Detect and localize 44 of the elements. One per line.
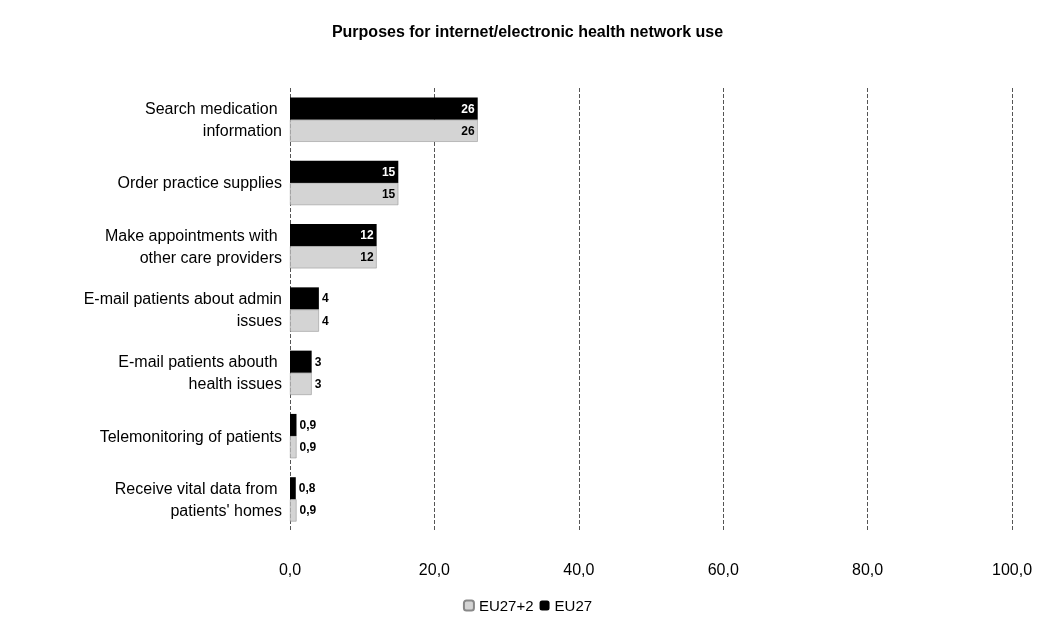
y-tick-label: E-mail patients about admin issues	[83, 290, 282, 329]
bar	[290, 119, 478, 142]
bar	[290, 309, 319, 332]
bar	[290, 287, 319, 310]
data-label: 4	[321, 313, 329, 328]
y-tick-label: Receive vital data from patients' homes	[114, 479, 282, 519]
data-label: 15	[381, 164, 396, 179]
data-label: 0,9	[299, 418, 317, 432]
y-tick-label: Make appointments with other care providers	[105, 226, 282, 266]
bar	[290, 224, 377, 247]
bar	[290, 182, 399, 206]
data-label: 3	[314, 354, 322, 369]
bar	[290, 246, 377, 269]
legend-label: EU27+2	[478, 597, 534, 614]
x-tick-label: 20,0	[418, 560, 451, 578]
y-tick-label: Search medication information	[145, 100, 282, 140]
bar	[290, 413, 297, 437]
x-tick-label: 60,0	[707, 560, 739, 578]
data-label: 0,9	[299, 440, 317, 455]
bar	[290, 477, 296, 500]
data-label: 4	[321, 291, 329, 306]
y-tick-label: E-mail patients abouth health issues	[118, 353, 282, 393]
data-label: 26	[461, 123, 476, 138]
data-label: 15	[381, 187, 396, 201]
data-label: 0,8	[298, 481, 316, 496]
chart-title: Purposes for internet/electronic health network use	[331, 22, 724, 40]
y-tick-label: Telemonitoring of patients	[99, 427, 282, 445]
x-tick-label: 100,0	[991, 560, 1033, 578]
x-tick-label: 0,0	[278, 560, 302, 578]
data-label: 0,9	[299, 503, 317, 518]
bar	[290, 350, 312, 373]
data-label: 3	[314, 376, 322, 391]
data-label: 26	[461, 101, 476, 116]
bar	[290, 160, 399, 183]
bar	[290, 436, 297, 459]
x-tick-label: 40,0	[563, 560, 595, 578]
data-label: 12	[360, 228, 374, 243]
x-tick-label: 80,0	[852, 560, 884, 578]
data-label: 12	[360, 250, 374, 265]
bar	[290, 372, 312, 395]
y-tick-label: Order practice supplies	[117, 174, 282, 192]
legend-label: EU27	[554, 597, 593, 614]
bar	[290, 499, 297, 522]
bar	[290, 97, 478, 120]
